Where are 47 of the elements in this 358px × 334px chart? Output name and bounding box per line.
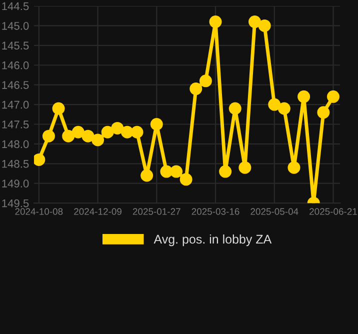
point	[72, 126, 84, 138]
point	[34, 153, 46, 166]
point	[228, 102, 242, 115]
x-tick-label: 2025-06-21	[310, 208, 357, 215]
x-tick-label: 2025-01-27	[132, 208, 180, 215]
point	[238, 161, 252, 174]
y-tick-label: 149.5	[2, 199, 29, 208]
y-tick-label: 146.5	[2, 81, 29, 89]
point	[298, 90, 310, 103]
point	[82, 130, 94, 142]
y-tick-label: 145.0	[2, 22, 29, 30]
point	[120, 126, 134, 138]
point	[278, 102, 290, 115]
y-tick-label: 148.5	[2, 160, 29, 168]
point	[268, 98, 281, 111]
legend-label: Avg. pos. in lobby ZA	[154, 234, 272, 246]
point	[288, 161, 300, 174]
point	[209, 16, 222, 28]
point	[150, 118, 163, 130]
y-tick-label: 147.5	[2, 120, 29, 128]
point	[52, 102, 65, 115]
point	[317, 106, 330, 119]
x-tick-label: 2024-12-09	[74, 208, 122, 215]
point	[111, 122, 124, 134]
point	[130, 126, 144, 138]
y-tick-label: 144.5	[2, 2, 29, 10]
y-tick-label: 148.0	[2, 140, 29, 148]
y-tick-label: 149.0	[2, 180, 29, 188]
y-tick-label: 145.5	[2, 42, 29, 50]
point	[42, 130, 55, 142]
y-tick-label: 147.0	[2, 100, 29, 109]
point	[248, 16, 261, 28]
x-tick-label: 2025-05-04	[250, 208, 298, 215]
point	[140, 169, 154, 182]
x-tick-label: 2024-10-08	[15, 208, 63, 215]
y-tick-label: 146.0	[2, 61, 29, 70]
point	[170, 165, 183, 178]
point	[62, 130, 75, 142]
point	[190, 82, 202, 96]
point	[92, 134, 104, 146]
x-tick-label: 2025-03-16	[192, 208, 240, 215]
point	[199, 74, 212, 88]
point	[326, 90, 340, 103]
point	[101, 126, 114, 138]
point	[219, 165, 232, 178]
point	[258, 19, 271, 32]
point	[180, 173, 192, 186]
